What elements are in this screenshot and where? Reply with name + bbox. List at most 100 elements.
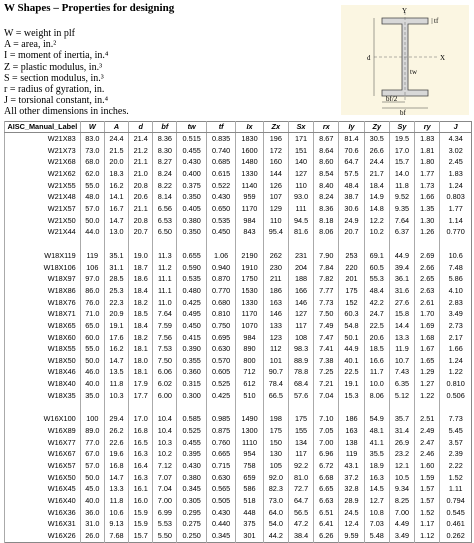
legend-line: All other dimensions in inches.	[4, 106, 129, 118]
property-cell: 25.3	[103, 284, 129, 297]
property-cell: 172	[262, 144, 289, 157]
property-cell: 1070	[235, 319, 264, 332]
property-cell: 8.36	[152, 132, 177, 145]
property-cell: 1.30	[414, 214, 440, 227]
property-cell: 0.760	[205, 436, 236, 449]
property-cell: 7.10	[313, 413, 339, 426]
property-cell: 66.5	[262, 389, 289, 402]
diagram-label: bf	[400, 109, 407, 116]
legend-line: A = area, in.²	[4, 39, 57, 51]
shape-label: W21X44	[4, 226, 81, 238]
property-cell: 10.6	[103, 506, 129, 519]
property-cell: 0.940	[205, 261, 236, 274]
property-cell: 0.430	[205, 191, 236, 203]
property-cell: 57.5	[338, 167, 365, 180]
property-cell: 105	[262, 460, 289, 472]
gap-cell	[363, 237, 390, 250]
gap-cell	[388, 401, 415, 414]
shape-label: W16X89	[4, 425, 81, 437]
property-cell: 6.06	[152, 366, 177, 379]
property-cell: 1.57	[414, 483, 440, 496]
property-cell: 7.21	[313, 378, 339, 390]
property-cell: 1.83	[414, 132, 440, 145]
property-cell: 1.52	[439, 471, 472, 484]
property-cell: 31.6	[388, 284, 415, 297]
property-cell: 2.65	[414, 273, 440, 285]
legend-line: I = moment of inertia, in.⁴	[4, 50, 109, 62]
property-cell: 8.67	[313, 132, 339, 145]
property-cell: 0.630	[205, 343, 236, 355]
shape-label: W16X50	[4, 471, 81, 484]
property-cell: 2.45	[439, 156, 472, 168]
property-cell: 107	[262, 191, 289, 203]
shape-label: W18X50	[4, 354, 81, 367]
property-cell: 175	[287, 413, 314, 426]
property-cell: 0.803	[439, 191, 472, 203]
property-cell: 8.18	[313, 214, 339, 227]
property-cell: 10.8	[363, 506, 390, 519]
property-cell: 16.5	[128, 436, 153, 449]
property-cell: 0.630	[205, 471, 236, 484]
gap-cell	[205, 237, 236, 250]
property-cell: 2.83	[439, 296, 472, 309]
property-cell: 0.380	[176, 214, 207, 227]
property-cell: 1300	[235, 425, 264, 437]
property-cell: 8.22	[152, 179, 177, 192]
property-cell: 19.1	[103, 319, 129, 332]
property-cell: 7.25	[313, 366, 339, 379]
property-cell: 24.9	[338, 214, 365, 227]
table-row: W16X45 45.0 13.3 16.1 7.04 0.345 0.565 586 82.3 7…	[4, 483, 472, 496]
property-cell: 6.68	[313, 471, 339, 484]
property-cell: 5.50	[152, 530, 177, 543]
shape-label: W18X46	[4, 366, 81, 379]
property-cell: 16.8	[103, 460, 129, 472]
property-cell: 4.49	[388, 518, 415, 530]
property-cell: 18.9	[363, 460, 390, 472]
property-cell: 127	[287, 308, 314, 320]
gap-cell	[338, 237, 365, 250]
property-cell: 7.68	[103, 530, 129, 543]
property-cell: 16.0	[128, 495, 153, 507]
property-cell: 8.36	[313, 202, 339, 215]
property-cell: 38.7	[338, 191, 365, 203]
property-cell: 8.30	[152, 144, 177, 157]
property-cell: 39.4	[388, 261, 415, 274]
property-cell: 21.1	[128, 202, 153, 215]
shape-label: W18X86	[4, 284, 81, 297]
title: W Shapes – Properties for designing	[4, 2, 175, 14]
property-cell: 50.0	[79, 354, 105, 367]
property-cell: 0.455	[176, 436, 207, 449]
property-cell: 2.69	[414, 249, 440, 262]
property-cell: 0.506	[439, 389, 472, 402]
legend-line: Z = plastic modulus, in.³	[4, 61, 103, 73]
property-cell: 196	[262, 132, 289, 145]
property-cell: 78.8	[287, 366, 314, 379]
property-cell: 11.1	[152, 273, 177, 285]
gap-cell	[103, 401, 129, 414]
property-cell: 0.615	[205, 167, 236, 180]
column-header: ry	[414, 121, 440, 133]
property-cell: 152	[338, 296, 365, 309]
property-cell: 0.835	[205, 132, 236, 145]
property-cell: 21.1	[128, 156, 153, 168]
property-cell: 1330	[235, 167, 264, 180]
property-cell: 134	[287, 436, 314, 449]
property-cell: 7.47	[313, 331, 339, 344]
property-cell: 8.25	[388, 495, 415, 507]
property-cell: 0.415	[176, 331, 207, 344]
property-cell: 0.570	[205, 354, 236, 367]
property-cell: 4.10	[439, 284, 472, 297]
property-cell: 0.430	[176, 460, 207, 472]
property-cell: 1.26	[414, 226, 440, 238]
property-cell: 5.48	[363, 530, 390, 543]
property-cell: 11.0	[152, 296, 177, 309]
property-cell: 16.6	[363, 354, 390, 367]
property-cell: 843	[235, 226, 264, 238]
property-cell: 0.535	[176, 273, 207, 285]
shape-label: W21X62	[4, 167, 81, 180]
property-cell: 0.565	[205, 483, 236, 496]
property-cell: 8.54	[313, 167, 339, 180]
property-cell: 78.4	[262, 378, 289, 390]
property-cell: 110	[287, 179, 314, 192]
property-cell: 1.14	[439, 214, 472, 227]
